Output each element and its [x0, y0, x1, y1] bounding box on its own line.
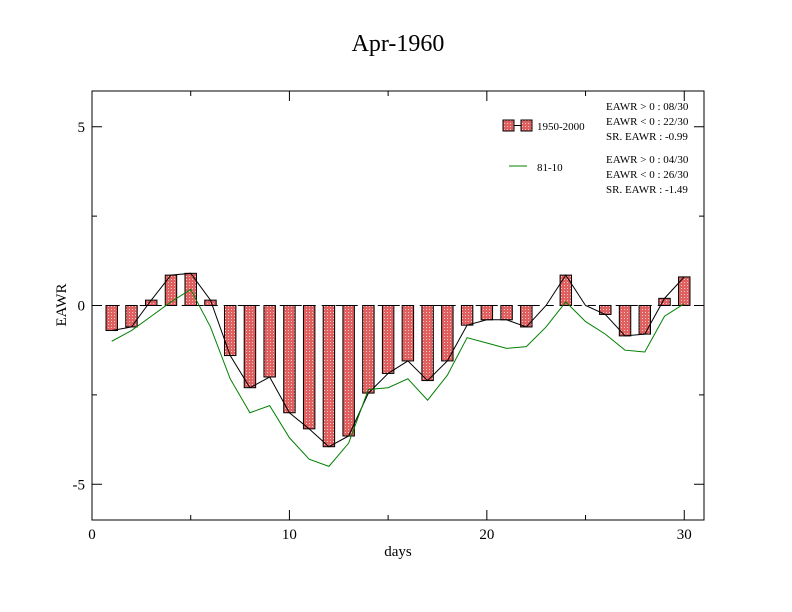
bar-day-28 [638, 305, 651, 335]
bar-day-29 [658, 297, 671, 307]
bar-day-10 [283, 305, 296, 414]
bar-day-18 [441, 305, 454, 362]
bar-day-14 [362, 305, 375, 394]
bar-day-2 [125, 305, 138, 328]
legend-stat-81-10: EAWR > 0 : 04/30 [606, 154, 689, 166]
bar-day-20 [480, 305, 494, 321]
series-line-81-10 [111, 288, 685, 467]
y-tick-label: 5 [78, 120, 86, 136]
legend-stat-81-10: EAWR < 0 : 26/30 [606, 169, 689, 181]
legend-stat-1950-2000: SR. EAWR : -0.99 [606, 131, 688, 143]
legend: 1950-2000 EAWR > 0 : 08/30 EAWR < 0 : 22/3… [502, 101, 689, 196]
legend-bar-swatch [502, 119, 515, 132]
legend-bar-swatch [520, 119, 533, 132]
x-axis-label: days [384, 544, 412, 560]
axes: 0 10 20 30 -5 0 5 [73, 90, 705, 543]
y-axis-label: EAWR [54, 284, 70, 327]
bar-day-19 [460, 305, 474, 326]
legend-label-1950-2000: 1950-2000 [537, 121, 585, 133]
bar-day-13 [342, 305, 355, 437]
plot-area [105, 272, 691, 467]
x-tick-label: 0 [88, 527, 96, 543]
legend-stat-1950-2000: EAWR > 0 : 08/30 [606, 101, 689, 113]
legend-label-81-10: 81-10 [537, 162, 563, 174]
chart-title: Apr-1960 [352, 31, 445, 57]
x-tick-label: 10 [282, 527, 297, 543]
legend-stat-81-10: SR. EAWR : -1.49 [606, 184, 688, 196]
bar-day-7 [223, 305, 237, 357]
x-tick-label: 30 [677, 527, 692, 543]
legend-stat-1950-2000: EAWR < 0 : 22/30 [606, 116, 689, 128]
y-tick-label: -5 [73, 477, 86, 493]
bar-day-17 [421, 305, 434, 382]
bar-day-8 [243, 305, 257, 389]
bar-day-24 [559, 274, 573, 306]
bar-day-12 [322, 305, 336, 448]
bar-day-16 [401, 305, 415, 362]
bar-day-15 [381, 305, 395, 374]
bar-day-22 [520, 305, 533, 328]
y-tick-label: 0 [78, 299, 86, 315]
reference-line-black [111, 272, 685, 448]
x-tick-label: 20 [479, 527, 494, 543]
bar-day-9 [263, 305, 276, 378]
bar-day-1 [105, 305, 118, 332]
bar-day-21 [500, 305, 513, 321]
bar-day-11 [302, 305, 316, 430]
